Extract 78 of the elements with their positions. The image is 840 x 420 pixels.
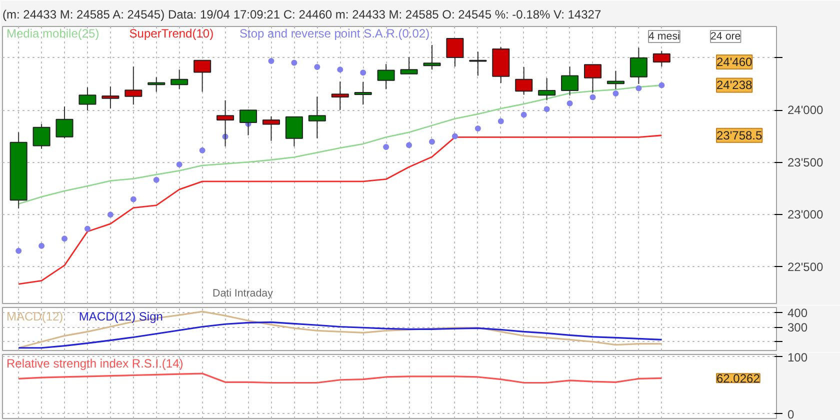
text: 62.0262 (716, 372, 760, 386)
point (38, 242, 45, 249)
candlestick (354, 81, 372, 106)
point (428, 138, 435, 145)
text: 23'758.5 (716, 128, 762, 142)
point (291, 60, 298, 66)
candlestick (423, 44, 441, 70)
y-tick-label: 100 (788, 350, 808, 364)
candlestick (561, 66, 579, 96)
annotation: 4 mesi (648, 30, 680, 42)
text: 24 ore (710, 30, 741, 42)
candlestick (584, 64, 602, 94)
point (474, 126, 481, 132)
text: Media mobile(25) (6, 26, 100, 40)
y-tick-label: 0 (788, 407, 794, 420)
point (360, 70, 366, 76)
candlestick (102, 86, 120, 110)
chart-title: (m: 24433 M: 24585 A: 24545) Data: 19/04 17:09:21 C: 24460 m: 24433 M: 24585 O: 24545 %: -0.18% V: 14327 (2, 8, 602, 22)
candlestick (56, 106, 74, 139)
line-series (18, 134, 662, 285)
candlestick (331, 81, 349, 111)
line-series (18, 321, 662, 349)
line-series (18, 372, 662, 384)
candlestick (194, 60, 212, 92)
point (130, 196, 136, 202)
point (658, 82, 665, 88)
point (62, 236, 68, 242)
point (153, 176, 160, 183)
candlestick (308, 96, 326, 139)
point (544, 106, 550, 112)
y-tick-label: 400 (788, 306, 808, 320)
point (566, 100, 573, 106)
point (84, 226, 90, 232)
point (337, 66, 344, 73)
candlestick (124, 66, 142, 106)
annotation: Dati Intraday (212, 288, 274, 300)
candlestick (652, 50, 670, 68)
candlestick (469, 51, 487, 76)
point (16, 248, 22, 254)
y-tick-label: 23'500 (788, 155, 824, 170)
point (314, 64, 320, 70)
candlestick (262, 116, 280, 142)
candlestick (78, 86, 96, 111)
point (590, 94, 596, 100)
point (406, 142, 412, 148)
point (636, 85, 642, 92)
candlestick (239, 108, 258, 136)
text: 24'238 (716, 78, 752, 92)
point (199, 147, 206, 154)
point (176, 161, 182, 168)
y-tick-label: 22'500 (788, 260, 824, 274)
y-tick-label: 300 (788, 320, 808, 335)
y-tick-label: 24'000 (788, 103, 824, 118)
text: Stop and reverse point S.A.R.(0.02) (240, 26, 430, 40)
candlestick (400, 56, 418, 74)
point (612, 90, 619, 96)
point (383, 144, 390, 150)
series-label: MACD(12) (6, 310, 64, 324)
candlestick (216, 100, 234, 147)
candlestick (446, 38, 464, 68)
text: SuperTrend(10) (129, 26, 214, 40)
point (268, 58, 274, 64)
point (498, 118, 504, 124)
candlestick (285, 116, 303, 147)
point (520, 112, 527, 118)
text: 24'460 (716, 55, 752, 70)
candlestick (148, 76, 166, 92)
series-label: MACD(12) Sign (78, 310, 163, 324)
candlestick (538, 78, 556, 101)
point (452, 133, 458, 140)
candlestick (377, 64, 395, 90)
candlestick (170, 69, 188, 90)
candlestick (515, 66, 533, 96)
candlestick (630, 47, 648, 84)
series-label: Relative strength index R.S.I.(14) (6, 356, 184, 370)
point (107, 212, 114, 218)
candlestick (32, 123, 50, 150)
y-tick-label: 23'000 (788, 208, 824, 222)
